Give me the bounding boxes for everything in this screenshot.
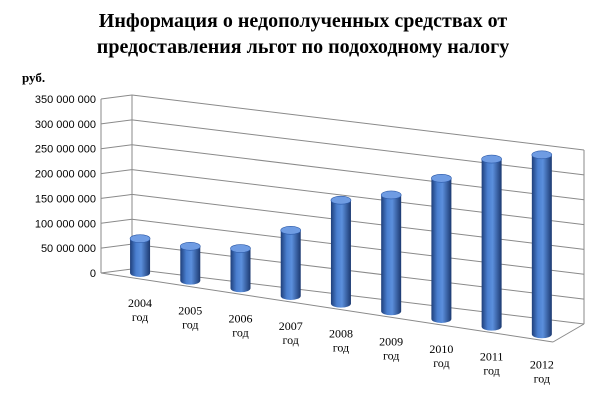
- bar-2004: [129, 234, 151, 277]
- y-tick-label: 200 000 000: [35, 169, 96, 181]
- bar-body: [180, 246, 201, 285]
- gridline-side: [100, 243, 133, 249]
- gridline-side: [100, 169, 133, 175]
- x-tick-label-year: 2005: [178, 304, 202, 318]
- bar-body: [531, 154, 552, 339]
- gridline-side: [100, 193, 133, 199]
- bar-body: [230, 248, 251, 293]
- gridline: [131, 144, 585, 201]
- x-tick-label-year: 2010: [429, 342, 453, 356]
- gridline: [131, 94, 585, 151]
- x-tick-label-year: 2011: [480, 350, 504, 364]
- bar-top-cap: [330, 195, 352, 205]
- bar-top-cap: [280, 226, 302, 235]
- floor-front-edge: [100, 272, 554, 343]
- chart-title-line-2: предоставления льгот по подоходному нало…: [96, 36, 510, 58]
- bar-2010: [431, 173, 452, 323]
- floor-right-edge: [552, 323, 585, 343]
- x-tick-label-suffix: год: [333, 341, 349, 355]
- x-tick-label-suffix: год: [534, 371, 550, 385]
- x-tick-label-suffix: год: [433, 356, 449, 370]
- gridline: [131, 243, 585, 300]
- x-tick-label-year: 2004: [128, 296, 152, 310]
- gridline-side: [100, 94, 133, 100]
- y-tick-label: 300 000 000: [35, 119, 96, 131]
- bar-body: [481, 159, 502, 331]
- bar-2012: [531, 150, 553, 339]
- y-axis-ticks: 0 50 000 000 100 000 000 150 000 000 200 000…: [35, 94, 96, 280]
- y-tick-label: 0: [90, 268, 96, 280]
- bar-2005: [179, 242, 201, 285]
- chart-title-line-1: Информация о недополученных средствах от: [98, 10, 508, 32]
- gridline-side: [100, 119, 133, 125]
- chart-title: Информация о недополученных средствах от…: [0, 8, 606, 60]
- bar-top-cap: [179, 242, 201, 251]
- bar-top-cap: [431, 173, 452, 183]
- bar-top-cap: [531, 150, 553, 160]
- bar-body: [381, 194, 402, 316]
- bar-2008: [330, 195, 352, 308]
- bar-body: [130, 238, 151, 277]
- bar-top-cap: [230, 244, 251, 253]
- bar-2009: [380, 190, 402, 316]
- bar-top-cap: [129, 234, 151, 243]
- bar-top-cap: [380, 190, 402, 200]
- gridline-side: [100, 144, 133, 150]
- gridline: [131, 268, 585, 325]
- x-tick-label-year: 2009: [379, 334, 403, 348]
- x-tick-label-suffix: год: [232, 325, 248, 339]
- x-tick-label-suffix: год: [383, 348, 399, 362]
- x-tick-label-year: 2007: [279, 319, 303, 333]
- bars: [129, 150, 553, 339]
- gridline: [131, 193, 585, 250]
- bar-body: [330, 200, 351, 308]
- x-tick-label-year: 2006: [229, 311, 253, 325]
- bar-body: [431, 178, 452, 323]
- y-axis-unit-label: руб.: [22, 70, 46, 85]
- y-tick-label: 100 000 000: [35, 218, 96, 230]
- x-tick-label-suffix: год: [132, 310, 148, 324]
- x-tick-label-suffix: год: [483, 364, 499, 378]
- bar-2007: [280, 226, 302, 300]
- x-tick-label-year: 2012: [530, 357, 554, 371]
- x-tick-label-suffix: год: [283, 333, 299, 347]
- y-tick-label: 150 000 000: [35, 193, 96, 205]
- gridline: [131, 119, 585, 176]
- y-tick-label: 250 000 000: [35, 144, 96, 156]
- bar-2006: [230, 244, 251, 293]
- y-tick-label: 350 000 000: [35, 94, 96, 106]
- x-tick-label-suffix: год: [182, 318, 198, 332]
- bar-top-cap: [481, 154, 502, 164]
- y-tick-label: 50 000 000: [41, 243, 96, 255]
- gridline: [131, 169, 585, 226]
- gridline-side: [100, 268, 133, 274]
- bar-body: [280, 230, 301, 300]
- x-tick-label-year: 2008: [329, 327, 353, 341]
- gridline-side: [100, 218, 133, 224]
- gridline: [131, 218, 585, 275]
- bar-2011: [481, 154, 502, 331]
